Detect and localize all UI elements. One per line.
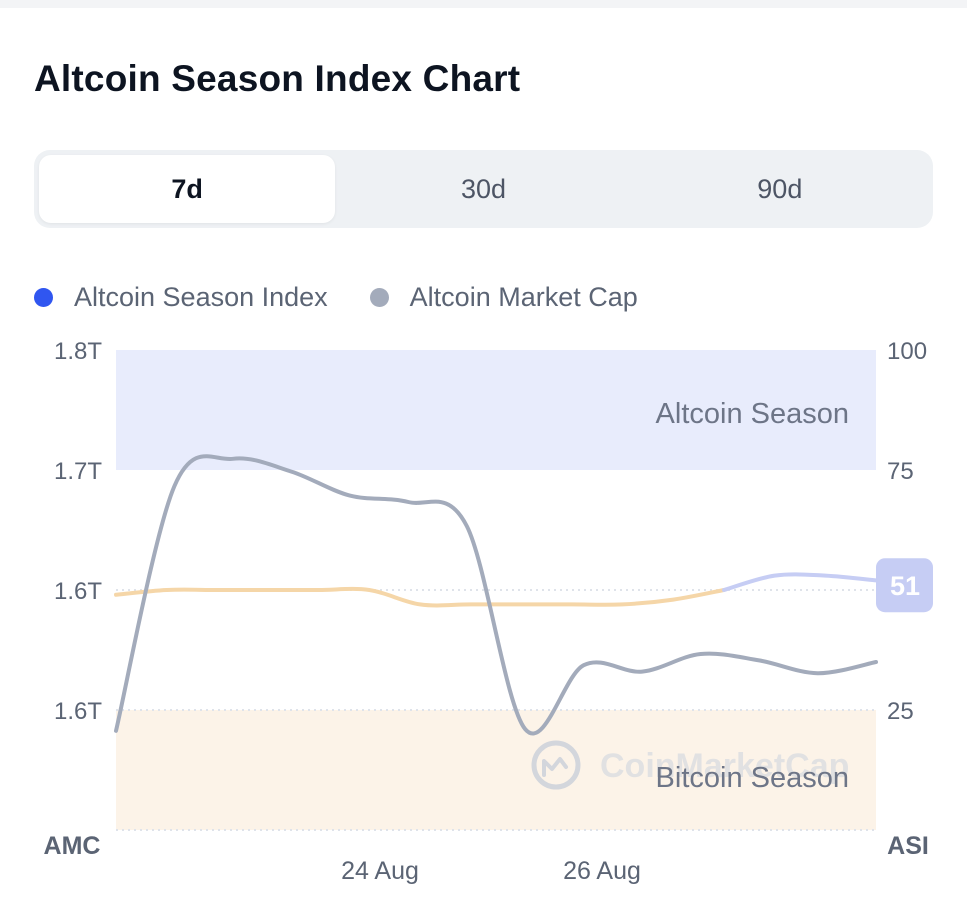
- legend-item-amc[interactable]: Altcoin Market Cap: [369, 282, 638, 313]
- page-title: Altcoin Season Index Chart: [34, 58, 521, 99]
- current-value-text: 51: [890, 571, 920, 601]
- asi-line-segment: [114, 586, 726, 608]
- legend-dot-icon: [369, 288, 389, 307]
- legend-label: Altcoin Season Index: [74, 282, 328, 312]
- right-axis-tick: 100: [887, 338, 927, 365]
- coinmarketcap-logo-icon: [531, 740, 581, 790]
- left-axis-tick: 1.8T: [54, 338, 102, 365]
- tab-7d[interactable]: 7d: [39, 155, 336, 223]
- zone-label-altcoin-season: Altcoin Season: [656, 398, 849, 430]
- left-axis-tick: 1.6T: [54, 578, 102, 605]
- legend-label: Altcoin Market Cap: [409, 282, 638, 312]
- altcoin-season-zone: [116, 350, 876, 470]
- bitcoin-season-zone: [116, 710, 876, 830]
- legend-dot-icon: [34, 288, 53, 307]
- zone-label-bitcoin-season: Bitcoin Season: [656, 762, 849, 794]
- asi-line-segment: [722, 572, 878, 592]
- right-axis-label: ASI: [887, 832, 929, 860]
- x-axis-tick: 26 Aug: [563, 857, 641, 885]
- chart-legend: Altcoin Season Index Altcoin Market Cap: [34, 282, 680, 313]
- x-axis-tick: 24 Aug: [341, 857, 419, 885]
- tab-90d[interactable]: 90d: [757, 173, 803, 204]
- tab-30d[interactable]: 30d: [460, 173, 507, 204]
- amc-line: [114, 454, 878, 736]
- top-divider: [0, 0, 967, 8]
- right-axis-tick: 25: [887, 698, 914, 725]
- left-axis-tick: 1.6T: [54, 698, 102, 725]
- left-axis-tick: 1.7T: [54, 458, 102, 485]
- legend-item-asi[interactable]: Altcoin Season Index: [34, 282, 328, 313]
- coinmarketcap-logo-mark: [542, 757, 568, 777]
- timeframe-tabs: 7d 30d 90d: [34, 150, 933, 228]
- left-axis-label: AMC: [44, 832, 101, 860]
- right-axis-tick: 75: [887, 458, 914, 485]
- watermark-text: CoinMarketCap: [600, 747, 849, 785]
- current-value-badge: [876, 558, 933, 613]
